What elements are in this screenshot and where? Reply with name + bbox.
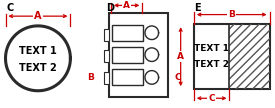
Bar: [109, 13, 168, 97]
Text: TEXT 1: TEXT 1: [194, 44, 229, 53]
Text: A: A: [177, 52, 184, 61]
Bar: [112, 69, 143, 85]
Text: B: B: [87, 73, 94, 82]
Text: TEXT 2: TEXT 2: [194, 60, 229, 69]
Bar: [112, 47, 143, 63]
Text: C: C: [7, 3, 14, 13]
Bar: [194, 24, 270, 89]
Text: C: C: [175, 73, 182, 82]
Text: TEXT 2: TEXT 2: [19, 63, 57, 73]
Bar: [104, 72, 109, 84]
Bar: [104, 29, 109, 41]
Text: D: D: [106, 3, 114, 13]
Text: A: A: [34, 11, 42, 21]
Text: C: C: [208, 94, 215, 103]
Text: A: A: [123, 1, 130, 10]
Bar: [112, 25, 143, 41]
Text: E: E: [194, 3, 200, 13]
Text: TEXT 1: TEXT 1: [19, 46, 57, 56]
Text: B: B: [228, 10, 235, 19]
Bar: [229, 24, 270, 89]
Bar: [104, 50, 109, 62]
